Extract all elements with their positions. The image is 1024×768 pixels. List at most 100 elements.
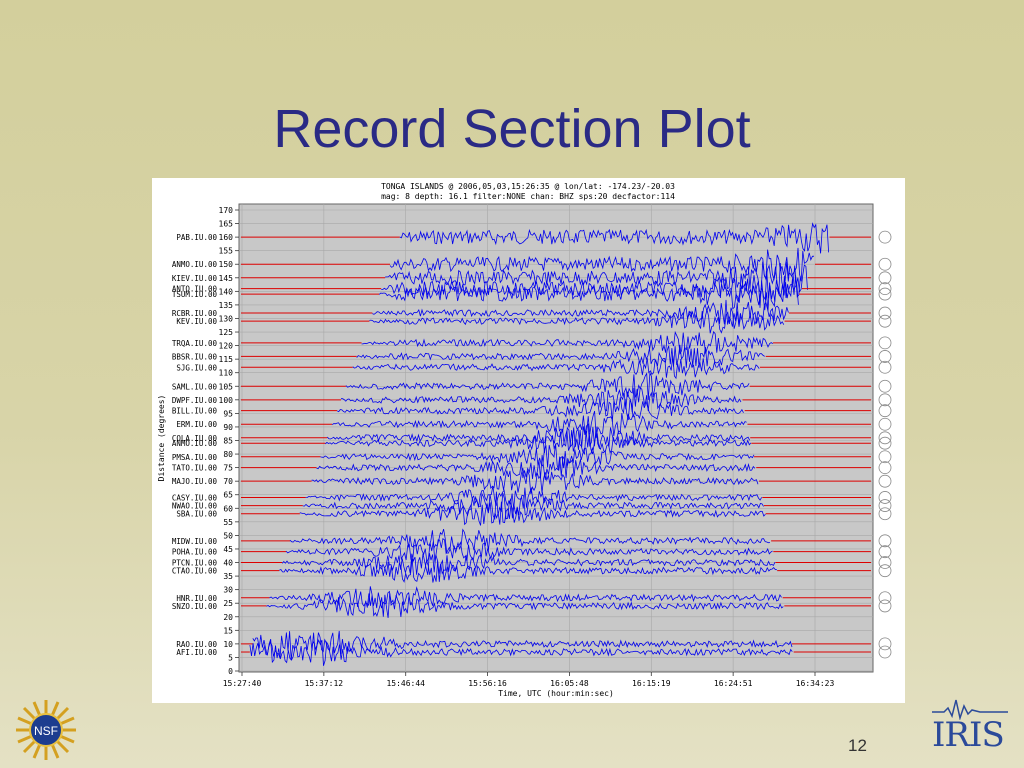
y-tick-label: 135 xyxy=(219,301,234,310)
y-tick-label: 0 xyxy=(228,667,233,676)
waveform-trace xyxy=(381,271,801,306)
y-tick-label: 125 xyxy=(219,328,234,337)
waveform-trace xyxy=(320,443,755,471)
y-tick-label: 70 xyxy=(223,477,233,486)
waveform-trace xyxy=(269,586,782,609)
station-label: NWAO.IU.00 xyxy=(172,502,218,511)
y-tick-label: 160 xyxy=(219,233,234,242)
waveform-trace xyxy=(389,247,815,282)
station-azimuth-icon xyxy=(878,491,892,504)
page-number: 12 xyxy=(848,736,867,755)
station-azimuth-icon xyxy=(878,271,892,285)
y-tick-label: 10 xyxy=(223,640,233,649)
station-azimuth-icon xyxy=(878,534,892,548)
station-label: RAO.IU.00 xyxy=(176,640,217,649)
waveform-trace xyxy=(266,593,784,618)
station-label: PTCN.IU.00 xyxy=(172,559,218,568)
station-azimuth-icon xyxy=(878,230,892,244)
station-label: CTAO.IU.00 xyxy=(172,567,218,576)
y-tick-label: 140 xyxy=(219,287,234,296)
station-label: SBA.IU.00 xyxy=(176,510,217,519)
y-tick-label: 25 xyxy=(223,599,233,608)
station-label: ERM.IU.00 xyxy=(176,420,217,429)
y-tick-label: 65 xyxy=(223,491,233,500)
station-azimuth-icon xyxy=(878,306,892,320)
station-azimuth-icon xyxy=(878,591,892,605)
y-tick-label: 105 xyxy=(219,382,234,391)
y-tick-label: 100 xyxy=(219,396,234,405)
y-tick-label: 115 xyxy=(219,355,234,364)
station-label: ANTO.IU.00 xyxy=(172,285,218,294)
waveform-trace xyxy=(302,491,764,521)
station-label: BBSR.IU.00 xyxy=(172,352,218,361)
waveform-trace xyxy=(279,558,777,583)
x-tick-label: 16:24:51 xyxy=(714,679,753,688)
traces xyxy=(241,222,871,666)
station-label: TRQA.IU.00 xyxy=(172,339,218,348)
record-section-plot: TONGA ISLANDS @ 2006,05,03,15:26:35 @ lo… xyxy=(152,178,905,703)
station-label: PAB.IU.00 xyxy=(176,233,217,242)
x-tick-label: 16:34:23 xyxy=(796,679,835,688)
station-azimuth-icon xyxy=(878,404,892,418)
y-tick-label: 170 xyxy=(219,206,234,215)
waveform-trace xyxy=(299,501,766,526)
station-label: PMSA.IU.00 xyxy=(172,453,218,462)
station-labels: PAB.IU.00ANMO.IU.00KIEV.IU.00ANTO.IU.00T… xyxy=(172,233,218,657)
station-azimuth-icon xyxy=(878,350,892,363)
chart-subtitle: mag: 8 depth: 16.1 filter:NONE chan: BHZ… xyxy=(381,192,675,201)
y-tick-label: 120 xyxy=(219,342,234,351)
station-azimuth-icon xyxy=(878,393,892,407)
y-tick-label: 20 xyxy=(223,613,233,622)
waveform-trace xyxy=(378,280,799,311)
station-label: AFI.IU.00 xyxy=(176,648,217,657)
waveform-trace xyxy=(372,299,789,327)
waveform-trace xyxy=(369,307,785,334)
waveform-trace xyxy=(281,553,776,575)
chart-svg: TONGA ISLANDS @ 2006,05,03,15:26:35 @ lo… xyxy=(157,182,892,698)
station-azimuth-icon xyxy=(878,599,892,613)
station-label: KEV.IU.00 xyxy=(176,317,217,326)
seismogram-icon xyxy=(932,699,1008,720)
waveform-trace xyxy=(285,537,773,563)
y-tick-label: 45 xyxy=(223,545,233,554)
station-azimuth-icon xyxy=(878,564,892,578)
station-label: COLA.IU.00 xyxy=(172,434,218,443)
y-tick-label: 75 xyxy=(223,464,233,473)
y-tick-label: 150 xyxy=(219,260,234,269)
nsf-logo: NSF xyxy=(16,700,76,760)
waveform-trace xyxy=(289,528,771,554)
waveform-trace xyxy=(356,344,765,368)
y-tick-label: 55 xyxy=(223,518,233,527)
waveform-trace xyxy=(361,330,774,355)
station-azimuth-icon xyxy=(878,379,892,393)
station-label: MAJO.IU.00 xyxy=(172,477,218,486)
waveform-trace xyxy=(341,387,742,413)
chart-title: TONGA ISLANDS @ 2006,05,03,15:26:35 @ lo… xyxy=(381,182,675,191)
waveform-trace xyxy=(399,222,829,254)
y-tick-label: 60 xyxy=(223,504,233,513)
x-tick-label: 15:56:16 xyxy=(468,679,507,688)
waveform-trace xyxy=(252,630,793,661)
station-azimuth-icon xyxy=(878,417,892,431)
station-azimuth-icon xyxy=(878,431,892,445)
station-label: TATO.IU.00 xyxy=(172,464,218,473)
y-tick-label: 35 xyxy=(223,572,233,581)
nsf-logo-text: NSF xyxy=(34,724,58,738)
x-tick-label: 15:37:12 xyxy=(305,679,344,688)
y-tick-label: 80 xyxy=(223,450,233,459)
station-label: RCBR.IU.00 xyxy=(172,309,218,318)
station-azimuth-icon xyxy=(878,637,892,651)
station-azimuth-icon xyxy=(878,499,892,512)
station-label: SAML.IU.00 xyxy=(172,382,218,391)
y-tick-label: 40 xyxy=(223,559,233,568)
station-azimuth-icon xyxy=(878,507,892,521)
station-label: MIDW.IU.00 xyxy=(172,537,218,546)
x-tick-label: 16:15:19 xyxy=(632,679,671,688)
station-label: TSUM.IU.00 xyxy=(172,290,218,299)
waveform-trace xyxy=(325,428,752,455)
station-azimuth-icon xyxy=(878,287,892,301)
waveform-trace xyxy=(345,372,750,400)
y-tick-label: 50 xyxy=(223,531,233,540)
station-label: POHA.IU.00 xyxy=(172,548,218,557)
station-azimuth-icon xyxy=(878,436,892,450)
